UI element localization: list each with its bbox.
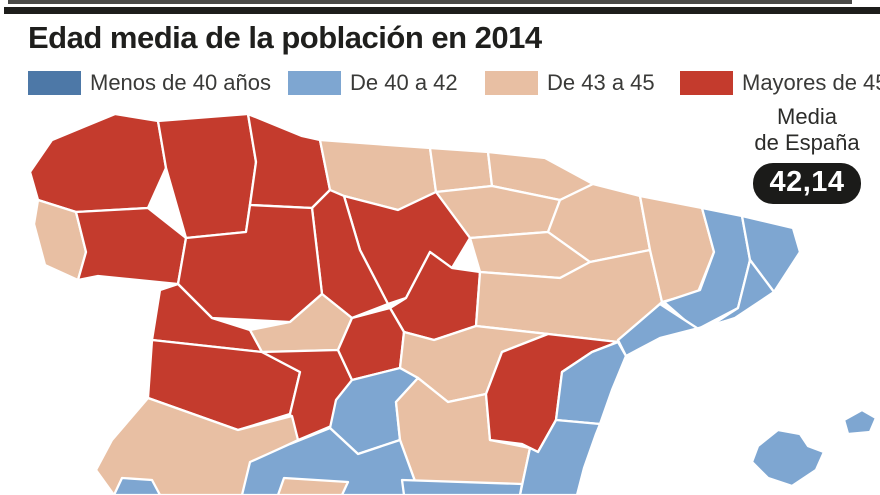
top-rule-thin (8, 0, 852, 4)
region-ciudad-real (276, 476, 350, 495)
region-vizcaya (428, 146, 494, 194)
region-girona (740, 214, 802, 294)
region-tarragona (616, 302, 732, 358)
legend-item-40-42: De 40 a 42 (288, 70, 458, 96)
national-average-callout: Media de España 42,14 (740, 104, 874, 204)
top-rule-thick (4, 7, 880, 14)
region-albacete (400, 478, 524, 495)
region-mallorca (750, 428, 826, 488)
region-ourense (74, 206, 188, 286)
legend-item-43-45: De 43 a 45 (485, 70, 655, 96)
legend-swatch-menos-40 (28, 71, 81, 95)
region-asturias (246, 112, 332, 210)
average-label-line1: Media (777, 104, 837, 129)
legend-item-mayores-45: Mayores de 45 (680, 70, 880, 96)
legend-label: Mayores de 45 (742, 70, 880, 95)
average-value-badge: 42,14 (753, 163, 861, 204)
legend-label: De 43 a 45 (547, 70, 655, 95)
legend-item-menos-40: Menos de 40 años (28, 70, 271, 96)
legend-swatch-40-42 (288, 71, 341, 95)
average-label-line2: de España (754, 130, 860, 155)
legend-label: Menos de 40 años (90, 70, 272, 95)
region-badajoz (112, 476, 162, 495)
region-a-coruna (28, 112, 168, 214)
legend-swatch-mayores-45 (680, 71, 733, 95)
region-valencia (518, 418, 602, 495)
page-title: Edad media de la población en 2014 (28, 20, 542, 55)
region-lugo (156, 112, 258, 240)
legend-swatch-43-45 (485, 71, 538, 95)
region-menorca (842, 408, 878, 436)
legend-label: De 40 a 42 (350, 70, 458, 95)
